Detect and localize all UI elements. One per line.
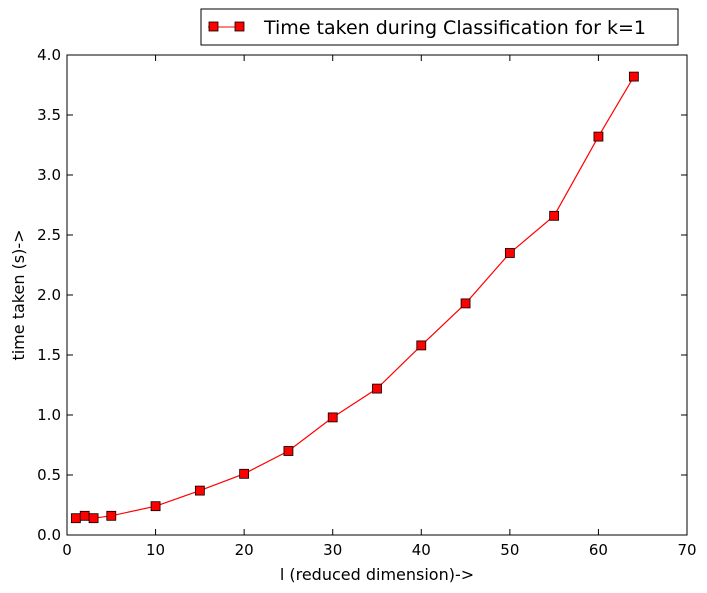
plot-frame <box>66 54 688 536</box>
legend-label: Time taken during Classification for k=1 <box>263 17 646 39</box>
x-tick-label: 40 <box>412 541 431 559</box>
y-tick-label: 3.5 <box>37 106 61 124</box>
y-tick-label: 1.0 <box>37 406 61 424</box>
data-point <box>549 210 560 221</box>
data-point <box>628 71 639 82</box>
data-point <box>416 340 427 351</box>
data-point <box>327 412 338 423</box>
data-point <box>106 510 117 521</box>
data-point <box>79 510 90 521</box>
legend: Time taken during Classification for k=1 <box>200 8 679 46</box>
data-point <box>372 383 382 394</box>
series-line <box>75 76 635 519</box>
data-point <box>239 468 250 479</box>
x-axis-title: l (reduced dimension)-> <box>280 565 474 584</box>
x-tick-label: 10 <box>146 541 165 559</box>
data-point <box>194 485 205 496</box>
data-point <box>88 513 99 524</box>
x-tick-label: 0 <box>62 541 72 559</box>
x-tick-label: 30 <box>323 541 342 559</box>
y-tick-label: 0.0 <box>37 526 61 544</box>
plot-area: 0 10 20 30 40 50 60 70 0.0 0.5 1.0 1.5 2.0 2.5 3.0 3.5 4… <box>37 46 696 559</box>
y-tick-label: 3.0 <box>37 166 61 184</box>
x-tick-label: 20 <box>235 541 254 559</box>
data-point <box>593 131 604 142</box>
y-tick-label: 1.5 <box>37 346 61 364</box>
data-point <box>150 501 161 512</box>
legend-marker <box>208 21 219 32</box>
y-axis-title: time taken (s)-> <box>9 229 28 360</box>
y-tick-label: 2.0 <box>37 286 61 304</box>
data-point <box>504 248 515 258</box>
y-tick-label: 0.5 <box>37 466 61 484</box>
data-point <box>70 513 81 524</box>
y-tick-label: 4.0 <box>37 46 61 64</box>
data-point <box>460 298 471 309</box>
legend-box <box>200 8 679 46</box>
legend-marker <box>234 21 245 32</box>
x-tick-label: 70 <box>677 541 696 559</box>
y-tick-label: 2.5 <box>37 226 61 244</box>
x-tick-label: 60 <box>589 541 608 559</box>
data-point <box>283 446 294 456</box>
x-tick-label: 50 <box>500 541 519 559</box>
